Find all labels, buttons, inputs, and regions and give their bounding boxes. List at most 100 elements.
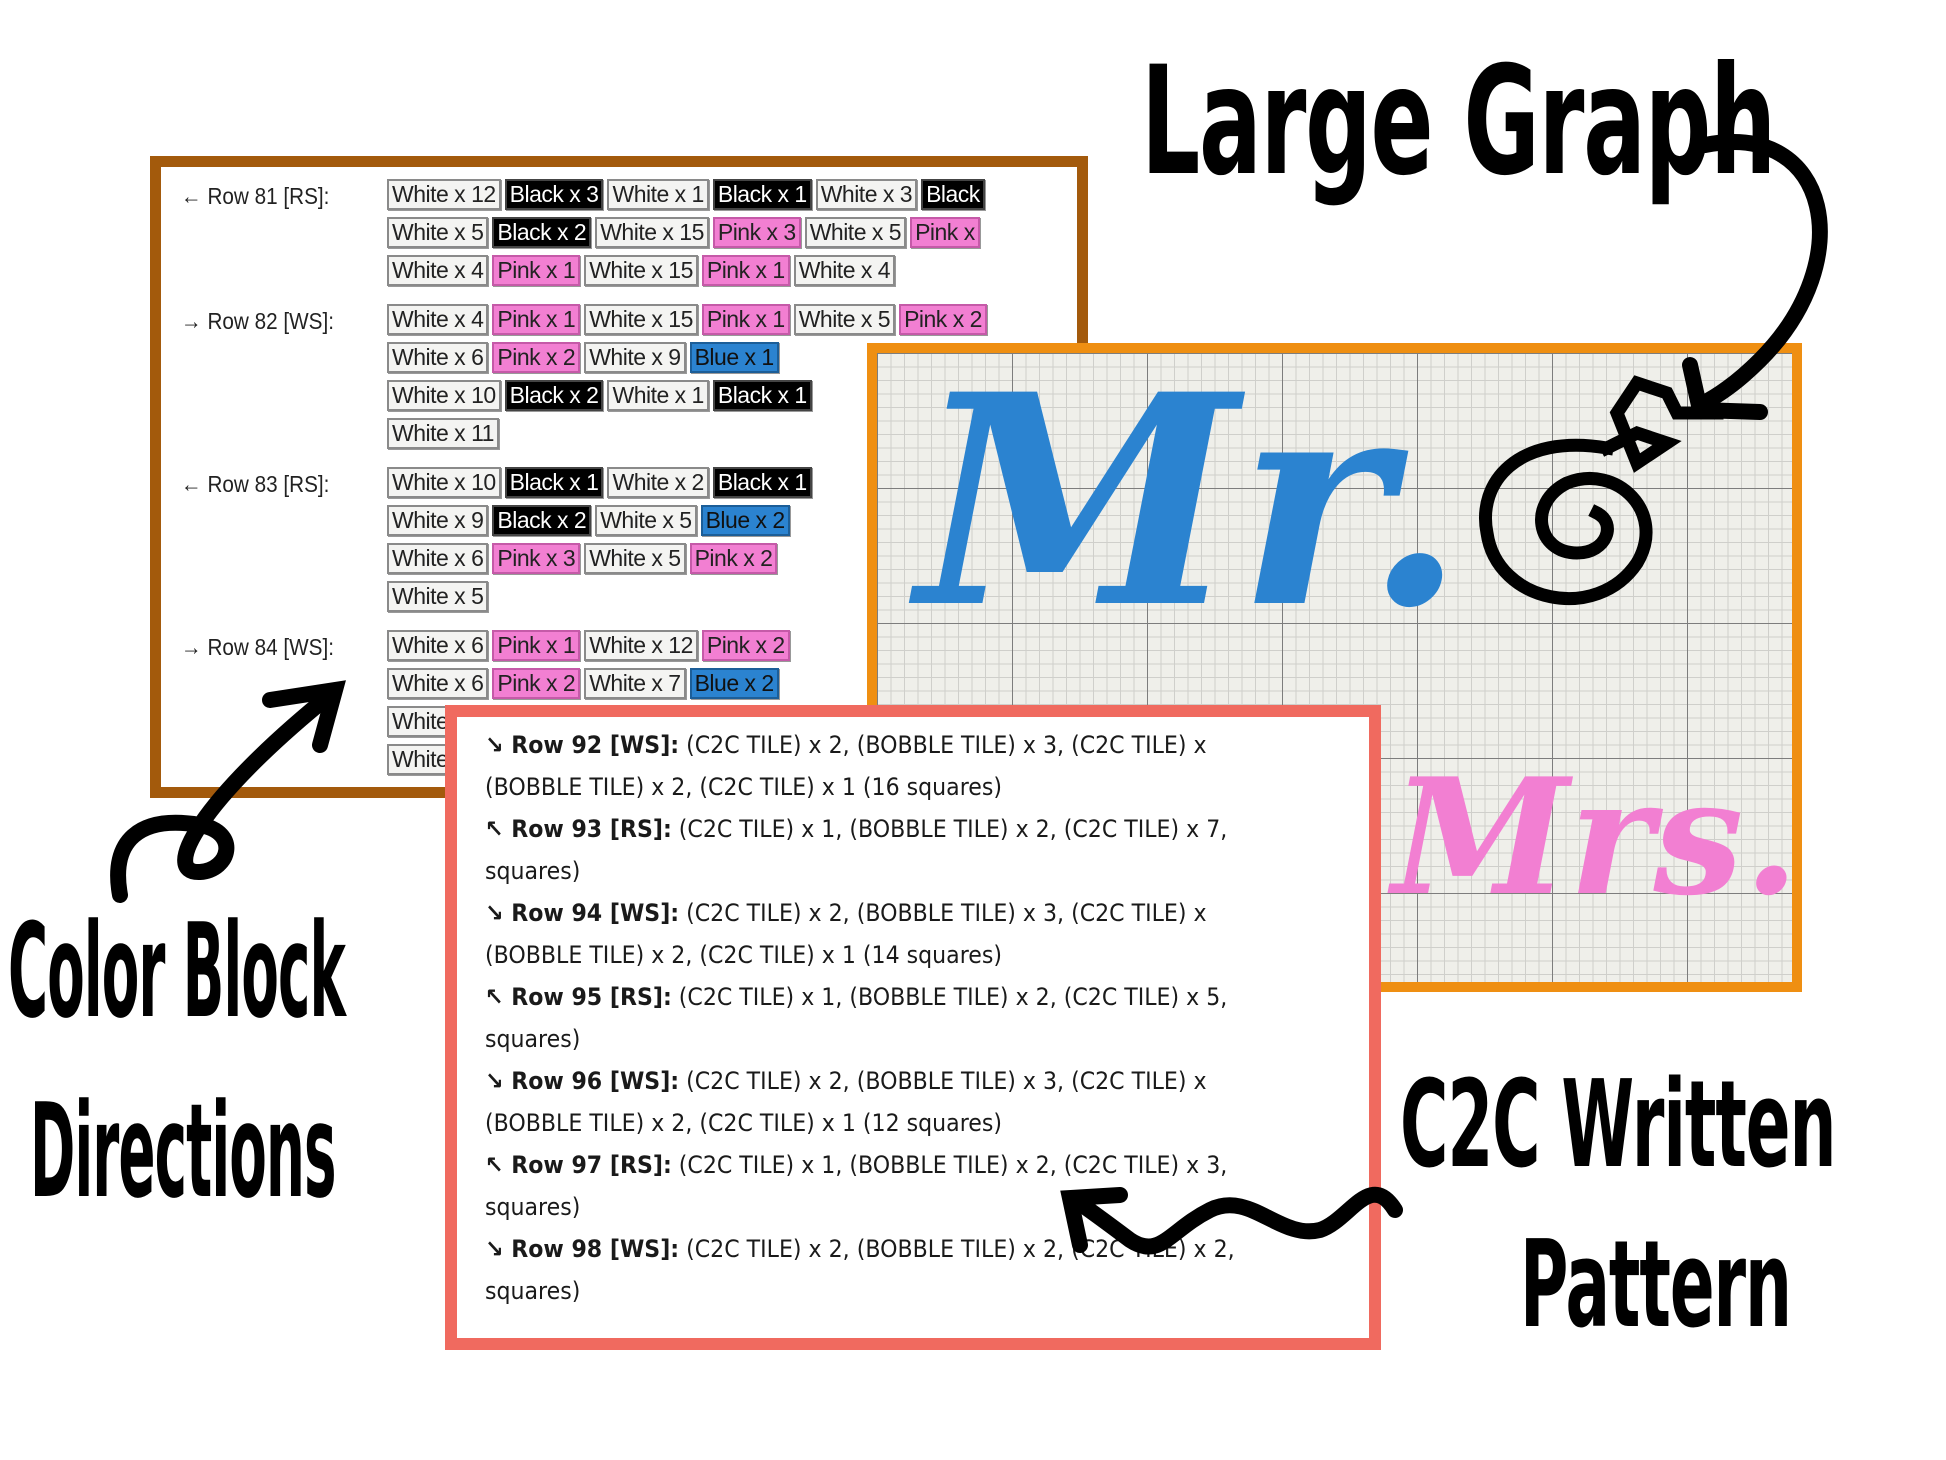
color-chip-white: White x 4 bbox=[387, 255, 489, 286]
color-chip-white: White x 7 bbox=[584, 668, 686, 699]
color-chip-white: White x 10 bbox=[387, 467, 501, 498]
pattern-line: ↘ Row 92 [WS]: (C2C TILE) x 2, (BOBBLE T… bbox=[485, 731, 1207, 759]
color-chip-white: White x 15 bbox=[584, 255, 698, 286]
color-chip-white: White x 6 bbox=[387, 668, 489, 699]
pattern-line: ↘ Row 98 [WS]: (C2C TILE) x 2, (BOBBLE T… bbox=[485, 1235, 1235, 1263]
chip-line: White x 5 Black x 2 White x 15 Pink x 3 Whit… bbox=[387, 217, 1077, 248]
color-chip-white: White x 3 bbox=[815, 179, 918, 210]
color-chip-blue: Blue x 2 bbox=[689, 668, 779, 699]
row-heading: ↘ Row 98 [WS]: bbox=[485, 1235, 680, 1263]
color-chip-white: White x 5 bbox=[793, 304, 896, 335]
color-chip-black: Black x 2 bbox=[492, 217, 592, 248]
row-label: → Row 84 [WS]: bbox=[181, 634, 334, 660]
color-chip-pink: Pink x 2 bbox=[701, 630, 790, 661]
color-chip-pink: Pink x 2 bbox=[689, 543, 778, 574]
chip-line: White bbox=[387, 744, 1077, 775]
row-label: ← Row 83 [RS]: bbox=[181, 471, 330, 497]
color-chip-white: White x 5 bbox=[387, 581, 489, 612]
graph-word-mr: Mr. bbox=[908, 353, 1465, 672]
c2c-written-label-line2: Pattern bbox=[1520, 1216, 1792, 1355]
chip-line: White x 12 Black x 3 White x 1 Black x 1 Whi… bbox=[387, 179, 1077, 210]
color-chip-white: White x 9 bbox=[387, 505, 489, 536]
color-block-label-line2: Directions bbox=[30, 1075, 337, 1227]
chip-line: White x 6 Pink x 1 White x 12 Pink x 2 bbox=[387, 630, 1077, 661]
color-chip-white: White x 9 bbox=[584, 342, 686, 373]
color-chip-pink: Pink x bbox=[910, 217, 980, 248]
row-instructions: squares) bbox=[485, 1025, 581, 1053]
color-chip-white: White x 15 bbox=[584, 304, 698, 335]
chip-line: White x 5 bbox=[387, 581, 1077, 612]
row-heading: ↖ Row 93 [RS]: bbox=[485, 815, 672, 843]
color-chip-black: Black x 1 bbox=[712, 467, 812, 498]
color-block-label-line1: Color Block bbox=[8, 895, 346, 1047]
color-chip-pink: Pink x 1 bbox=[492, 304, 581, 335]
color-chip-pink: Pink x 2 bbox=[899, 304, 987, 335]
color-chip-blue: Blue x 2 bbox=[700, 505, 790, 536]
color-chip-white: White x 10 bbox=[387, 380, 501, 411]
large-graph-label: Large Graph bbox=[1141, 35, 1776, 209]
color-chip-white: White x 4 bbox=[793, 255, 896, 286]
color-chip-white: White bbox=[387, 744, 454, 775]
chip-line: White x 9 Black x 2 White x 5 Blue x 2 bbox=[387, 505, 1077, 536]
row-instructions: (C2C TILE) x 2, (BOBBLE TILE) x 3, (C2C … bbox=[679, 899, 1207, 927]
color-chip-pink: Pink x 1 bbox=[701, 304, 790, 335]
c2c-written-pattern-panel: ↘ Row 92 [WS]: (C2C TILE) x 2, (BOBBLE T… bbox=[445, 705, 1381, 1350]
color-chip-white: White x 5 bbox=[804, 217, 907, 248]
row-instructions: (C2C TILE) x 1, (BOBBLE TILE) x 2, (C2C … bbox=[671, 983, 1228, 1011]
chip-line: White x 10 Black x 2 White x 1 Black x 1 bbox=[387, 380, 1077, 411]
color-chip-black: Black x 1 bbox=[712, 179, 812, 210]
color-chip-white: White x 4 bbox=[387, 304, 489, 335]
graph-word-ampersand bbox=[1479, 375, 1724, 605]
row-heading: ↘ Row 94 [WS]: bbox=[485, 899, 680, 927]
chip-lines: White x 6 Pink x 1 White x 12 Pink x 2 White… bbox=[387, 630, 1077, 782]
pattern-line: (BOBBLE TILE) x 2, (C2C TILE) x 1 (14 sq… bbox=[485, 941, 1002, 969]
pattern-line: ↘ Row 96 [WS]: (C2C TILE) x 2, (BOBBLE T… bbox=[485, 1067, 1207, 1095]
row-instructions: (C2C TILE) x 2, (BOBBLE TILE) x 3, (C2C … bbox=[679, 1067, 1207, 1095]
chip-lines: White x 10 Black x 1 White x 2 Black x 1 Whi… bbox=[387, 467, 1077, 619]
color-chip-white: White x 6 bbox=[387, 630, 489, 661]
pattern-line: squares) bbox=[485, 1193, 580, 1221]
row-heading: ↘ Row 92 [WS]: bbox=[485, 731, 680, 759]
row-instructions: (BOBBLE TILE) x 2, (C2C TILE) x 1 (14 sq… bbox=[485, 941, 1002, 969]
color-chip-white: White x 6 bbox=[387, 543, 489, 574]
row-instructions: (C2C TILE) x 1, (BOBBLE TILE) x 2, (C2C … bbox=[671, 1151, 1228, 1179]
color-chip-white: White x 1 bbox=[607, 380, 709, 411]
color-chip-black: Black x 2 bbox=[492, 505, 592, 536]
color-chip-white: White x 2 bbox=[607, 467, 709, 498]
pattern-line: squares) bbox=[485, 1025, 580, 1053]
color-chip-pink: Pink x 1 bbox=[701, 255, 790, 286]
color-chip-pink: Pink x 1 bbox=[492, 255, 581, 286]
color-chip-black: Black x 1 bbox=[712, 380, 812, 411]
row-label: ← Row 81 [RS]: bbox=[181, 183, 330, 209]
color-chip-white: White x 15 bbox=[595, 217, 709, 248]
color-chip-black: Black x 2 bbox=[504, 380, 604, 411]
color-chip-white: White x 1 bbox=[607, 179, 709, 210]
row-instructions: (C2C TILE) x 1, (BOBBLE TILE) x 2, (C2C … bbox=[671, 815, 1228, 843]
pattern-line: ↖ Row 95 [RS]: (C2C TILE) x 1, (BOBBLE T… bbox=[485, 983, 1227, 1011]
row-instructions: squares) bbox=[485, 1277, 581, 1305]
row-label: → Row 82 [WS]: bbox=[181, 308, 334, 334]
row-heading: ↘ Row 96 [WS]: bbox=[485, 1067, 680, 1095]
row-instructions: squares) bbox=[485, 857, 581, 885]
color-chip-pink: Pink x 1 bbox=[492, 630, 581, 661]
chip-lines: White x 12 Black x 3 White x 1 Black x 1 Whi… bbox=[387, 179, 1077, 293]
color-chip-white: White x 5 bbox=[595, 505, 697, 536]
color-chip-white: White x 6 bbox=[387, 342, 489, 373]
row-heading: ↖ Row 95 [RS]: bbox=[485, 983, 672, 1011]
chip-lines: White x 4 Pink x 1 White x 15 Pink x 1 White… bbox=[387, 304, 1077, 456]
row-instructions: (C2C TILE) x 2, (BOBBLE TILE) x 3, (C2C … bbox=[679, 731, 1207, 759]
color-chip-white: White x 11 bbox=[387, 418, 499, 449]
color-chip-white: White x 12 bbox=[387, 179, 501, 210]
row-heading: ↖ Row 97 [RS]: bbox=[485, 1151, 672, 1179]
row-instructions: (BOBBLE TILE) x 2, (C2C TILE) x 1 (16 sq… bbox=[485, 773, 1002, 801]
chip-line: White x 10 Black x 1 White x 2 Black x 1 bbox=[387, 467, 1077, 498]
color-chip-blue: Blue x 1 bbox=[689, 342, 779, 373]
graph-word-mrs: Mrs. bbox=[1387, 743, 1792, 931]
pattern-line: ↘ Row 94 [WS]: (C2C TILE) x 2, (BOBBLE T… bbox=[485, 899, 1207, 927]
chip-line: White x 4 Pink x 1 White x 15 Pink x 1 White… bbox=[387, 304, 1077, 335]
color-chip-white: White x 5 bbox=[387, 217, 489, 248]
chip-line: White x 6 Pink x 2 White x 9 Blue x 1 bbox=[387, 342, 1077, 373]
color-chip-black: Black bbox=[921, 179, 985, 210]
chip-line: White x 6 Pink x 3 White x 5 Pink x 2 bbox=[387, 543, 1077, 574]
c2c-written-label-line1: C2C Written bbox=[1400, 1056, 1836, 1195]
